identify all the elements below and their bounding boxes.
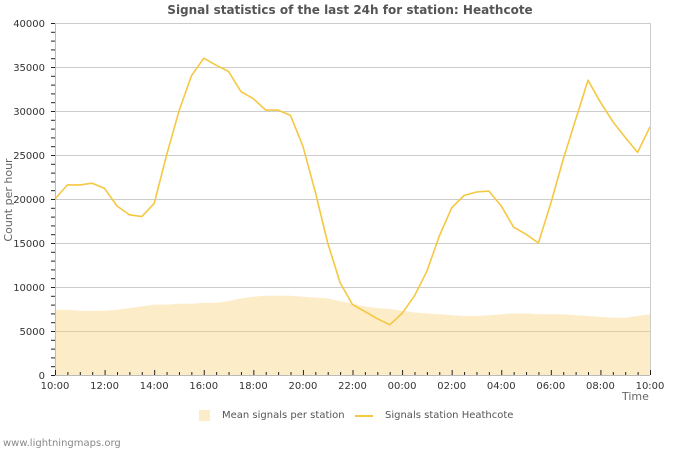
legend-label-mean: Mean signals per station (222, 410, 345, 421)
mean-signals-area (55, 295, 650, 375)
svg-text:40000: 40000 (13, 19, 45, 30)
svg-text:12:00: 12:00 (90, 381, 119, 392)
y-axis-ticks: 0 5000 10000 15000 20000 25000 30000 35000 40000 (13, 19, 55, 382)
legend-label-station: Signals station Heathcote (385, 410, 514, 421)
legend-item-station[interactable]: Signals station Heathcote (355, 410, 513, 421)
svg-text:10:00: 10:00 (41, 381, 70, 392)
svg-text:06:00: 06:00 (536, 381, 565, 392)
legend: Mean signals per station Signals station… (0, 410, 700, 428)
svg-text:35000: 35000 (13, 63, 45, 74)
svg-text:0: 0 (39, 371, 45, 382)
svg-text:08:00: 08:00 (586, 381, 615, 392)
svg-text:15000: 15000 (13, 239, 45, 250)
station-signals-line (54, 57, 651, 326)
chart-title: Signal statistics of the last 24h for st… (167, 3, 533, 17)
line-swatch-icon (355, 414, 373, 417)
svg-text:5000: 5000 (20, 327, 45, 338)
svg-text:04:00: 04:00 (487, 381, 516, 392)
grid-lines (55, 23, 650, 332)
legend-item-mean[interactable]: Mean signals per station (199, 410, 345, 421)
svg-text:18:00: 18:00 (239, 381, 268, 392)
svg-text:20000: 20000 (13, 195, 45, 206)
x-axis-ticks: 10:00 12:00 14:00 16:00 18:00 20:00 22:00 00:00… (41, 370, 665, 392)
svg-text:30000: 30000 (13, 107, 45, 118)
svg-text:22:00: 22:00 (338, 381, 367, 392)
svg-text:10000: 10000 (13, 283, 45, 294)
svg-text:02:00: 02:00 (437, 381, 466, 392)
svg-text:00:00: 00:00 (388, 381, 417, 392)
svg-text:14:00: 14:00 (140, 381, 169, 392)
credit-link[interactable]: www.lightningmaps.org (3, 438, 121, 449)
axes (55, 23, 651, 376)
svg-text:10:00: 10:00 (636, 381, 665, 392)
x-axis-label: Time (622, 390, 649, 403)
y-axis-label: Count per hour (2, 158, 15, 242)
svg-text:16:00: 16:00 (189, 381, 218, 392)
area-swatch-icon (199, 410, 210, 421)
svg-text:20:00: 20:00 (289, 381, 318, 392)
svg-text:25000: 25000 (13, 151, 45, 162)
